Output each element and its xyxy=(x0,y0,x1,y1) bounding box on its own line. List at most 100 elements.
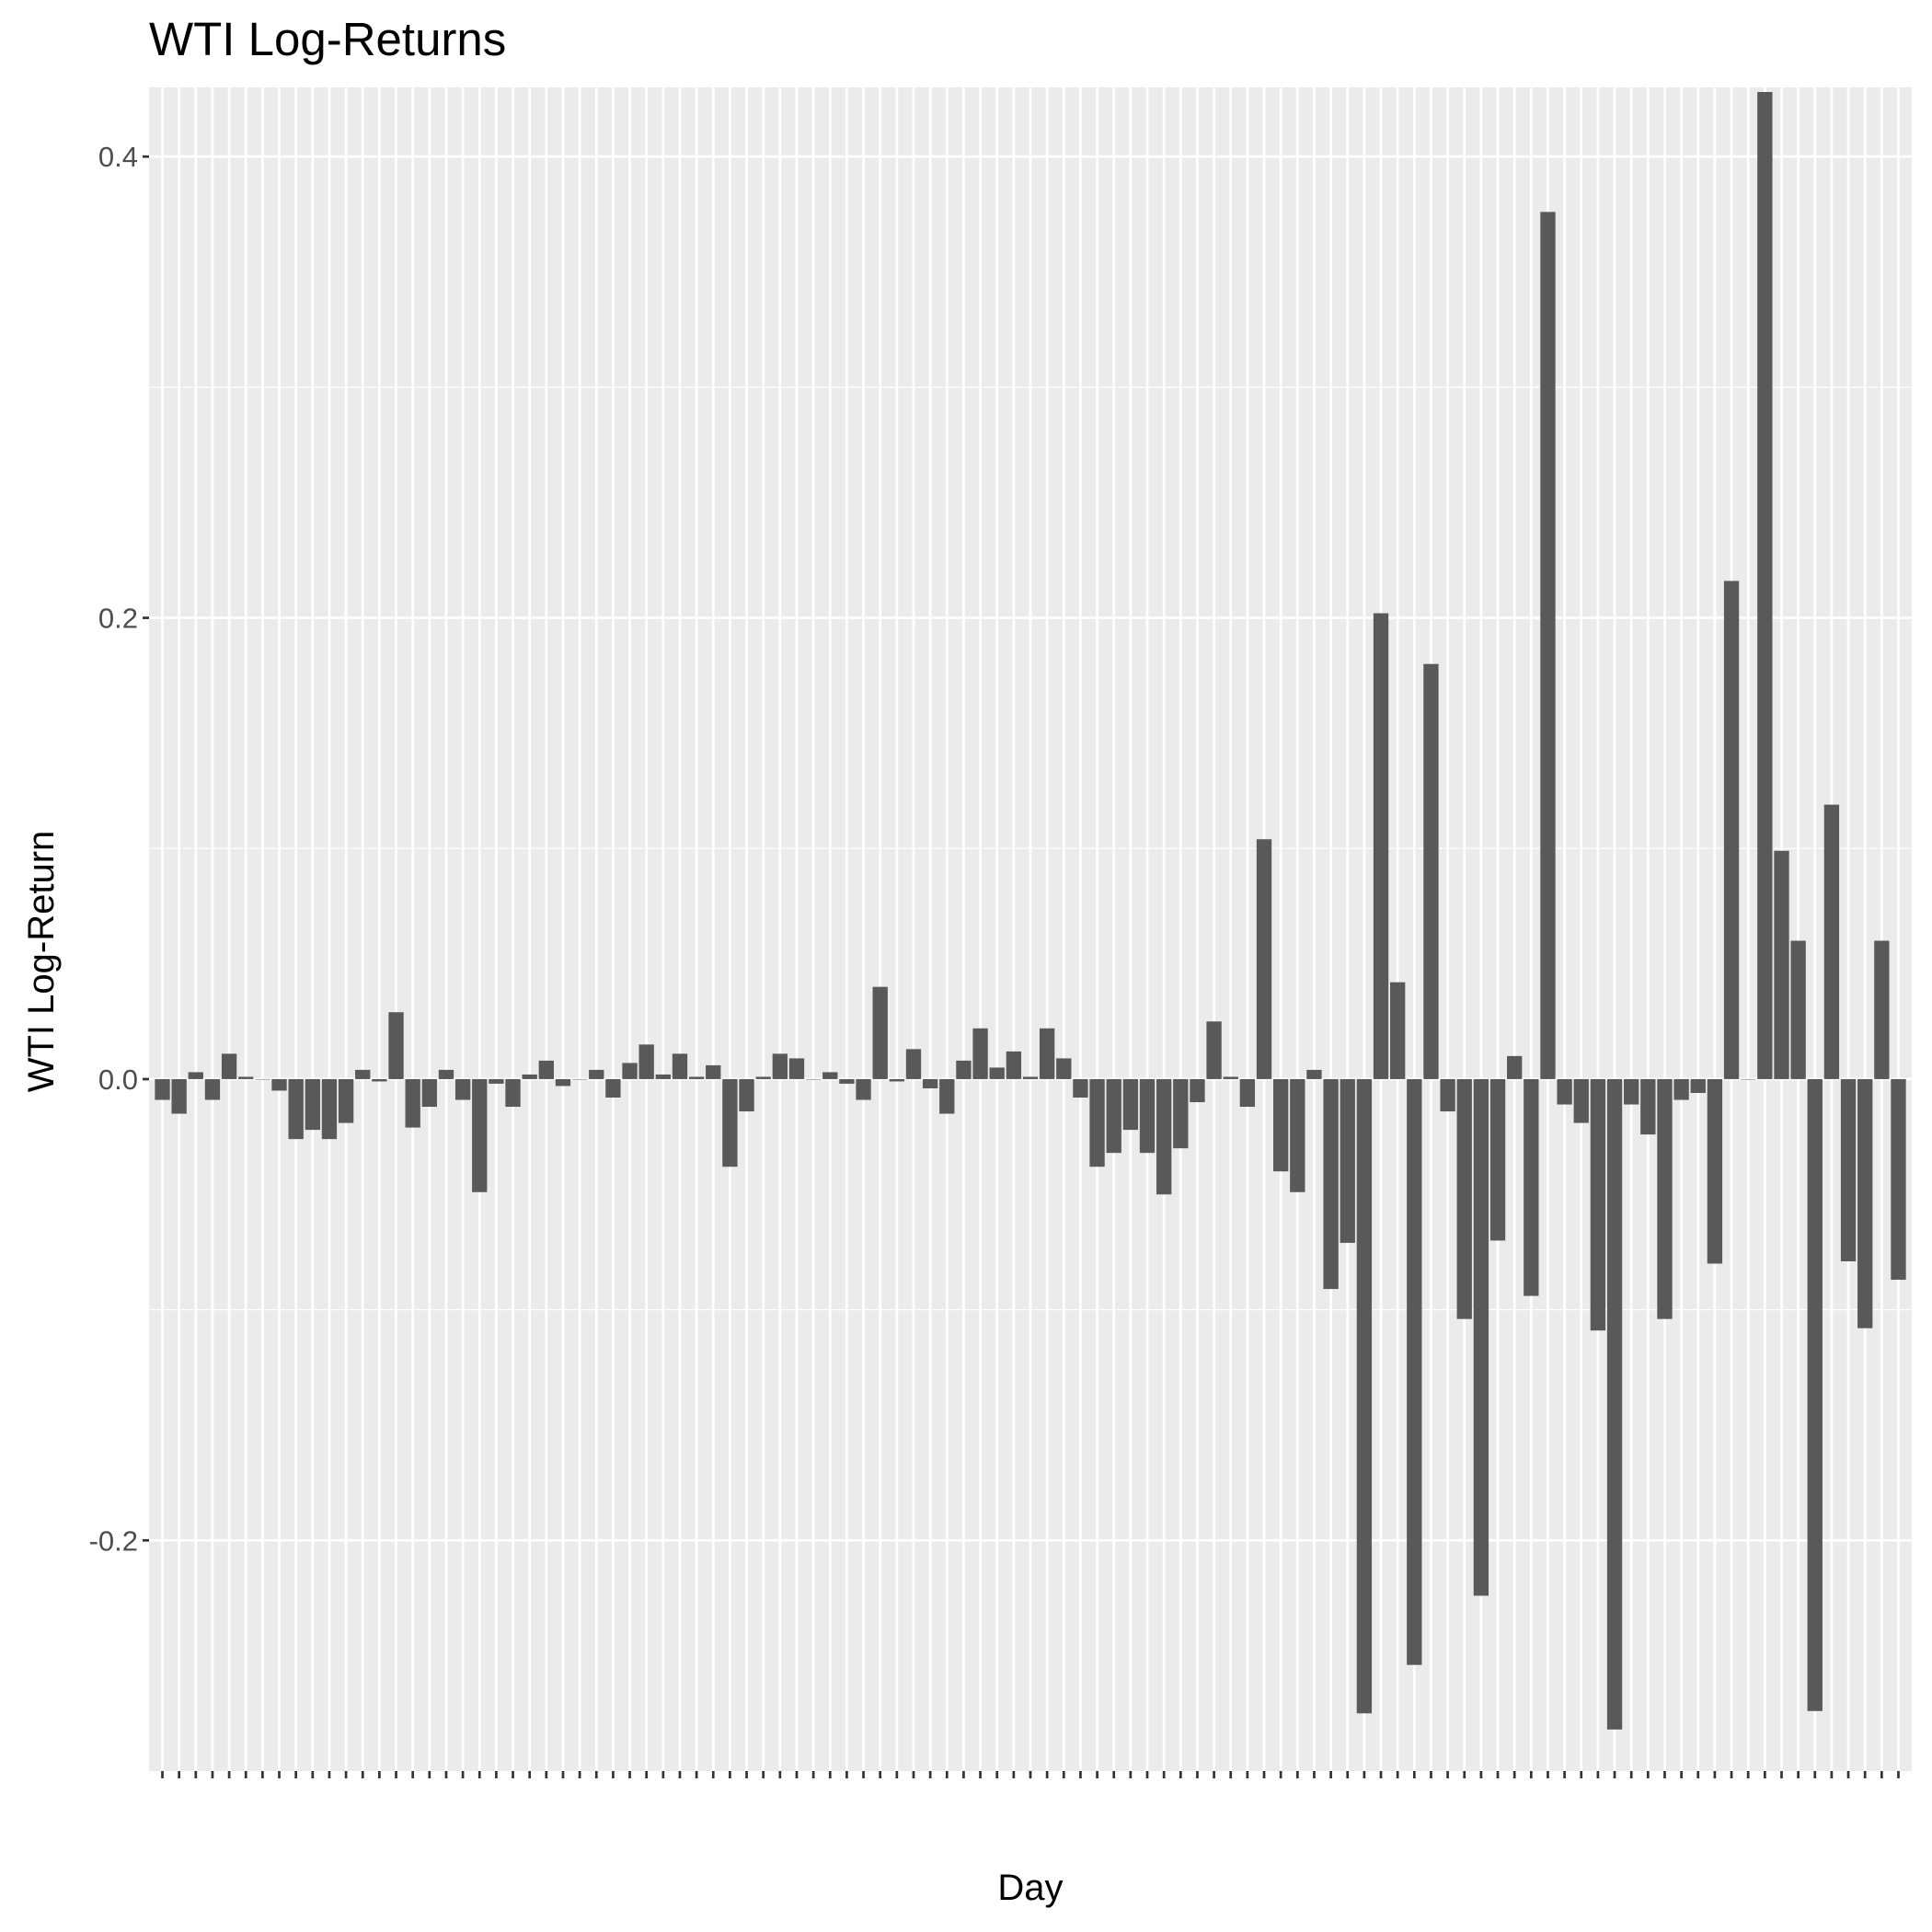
bar xyxy=(438,1069,454,1079)
grid-lines xyxy=(149,87,1912,1771)
bar xyxy=(589,1069,604,1079)
bar xyxy=(338,1078,354,1123)
bar xyxy=(822,1072,838,1079)
bar xyxy=(1073,1078,1088,1098)
bar xyxy=(538,1060,554,1079)
bar xyxy=(238,1076,254,1079)
bar xyxy=(856,1078,871,1100)
bar xyxy=(255,1078,270,1080)
bar xyxy=(1557,1078,1572,1105)
chart-title: WTI Log-Returns xyxy=(149,13,506,65)
y-axis-title: WTI Log-Return xyxy=(21,831,62,1093)
bar xyxy=(1840,1078,1857,1261)
bar xyxy=(1223,1076,1238,1079)
bar xyxy=(706,1064,721,1079)
bar xyxy=(1823,804,1840,1079)
bar xyxy=(739,1078,754,1112)
bar xyxy=(989,1067,1005,1079)
y-tick-label: 0.0 xyxy=(98,1064,138,1096)
bar xyxy=(405,1078,420,1128)
bar xyxy=(421,1078,437,1108)
bar xyxy=(605,1078,621,1098)
bar xyxy=(722,1078,738,1167)
x-axis-title: Day xyxy=(997,1868,1063,1908)
bar xyxy=(1640,1078,1656,1135)
bar xyxy=(889,1078,905,1082)
bar xyxy=(1239,1078,1256,1108)
bar xyxy=(1473,1078,1489,1596)
bar xyxy=(372,1078,387,1082)
bar xyxy=(522,1074,537,1079)
bar xyxy=(1139,1078,1156,1154)
bar xyxy=(155,1078,170,1100)
y-tick-label: -0.2 xyxy=(89,1524,138,1557)
bar xyxy=(1573,1078,1589,1123)
y-tick-label: 0.4 xyxy=(98,141,138,173)
bar xyxy=(1524,1078,1539,1296)
bar xyxy=(872,986,888,1079)
bar xyxy=(1874,940,1890,1079)
bar xyxy=(922,1078,938,1088)
bar xyxy=(1857,1078,1873,1328)
bar xyxy=(1290,1078,1305,1192)
bar xyxy=(672,1053,688,1079)
bar xyxy=(388,1012,404,1079)
bar xyxy=(688,1076,705,1079)
bar xyxy=(1056,1058,1072,1079)
bar xyxy=(1757,92,1773,1079)
bar xyxy=(1039,1028,1055,1079)
y-tick-label: 0.2 xyxy=(98,603,138,635)
bar xyxy=(1323,1078,1339,1290)
bar xyxy=(1807,1078,1823,1711)
bar xyxy=(1373,613,1389,1079)
bar xyxy=(905,1049,922,1079)
bar xyxy=(788,1058,805,1079)
bar xyxy=(1256,839,1272,1079)
bar xyxy=(505,1078,521,1108)
bar xyxy=(1707,1078,1723,1264)
bar xyxy=(1022,1076,1039,1079)
bar xyxy=(1272,1078,1289,1172)
bar xyxy=(1006,1051,1022,1079)
bar xyxy=(1423,663,1439,1079)
bar xyxy=(1156,1078,1172,1195)
bar xyxy=(1122,1078,1139,1131)
bars xyxy=(155,92,1906,1730)
bar xyxy=(271,1078,287,1091)
bar xyxy=(204,1078,221,1100)
bar xyxy=(355,1069,371,1079)
bar xyxy=(1891,1078,1906,1281)
bar xyxy=(1440,1078,1455,1112)
bar xyxy=(489,1078,504,1084)
bar xyxy=(1741,1078,1756,1080)
bar xyxy=(972,1028,988,1079)
bar xyxy=(1624,1078,1639,1105)
bar xyxy=(1340,1078,1355,1243)
bar xyxy=(171,1078,187,1114)
bar xyxy=(1407,1078,1422,1665)
bar xyxy=(321,1078,338,1140)
bar xyxy=(772,1053,788,1079)
bar xyxy=(1456,1078,1472,1319)
bar xyxy=(1089,1078,1105,1167)
bar xyxy=(1540,212,1556,1079)
bar xyxy=(571,1078,588,1080)
bar xyxy=(454,1078,471,1100)
bar xyxy=(1489,1078,1506,1241)
bar xyxy=(638,1044,654,1079)
bar xyxy=(839,1078,855,1084)
bar xyxy=(939,1078,955,1114)
bar xyxy=(1390,982,1406,1079)
bar xyxy=(1206,1021,1222,1079)
bar xyxy=(1356,1078,1373,1714)
bar xyxy=(1690,1078,1706,1093)
bar xyxy=(188,1072,203,1079)
bar xyxy=(288,1078,304,1140)
bar xyxy=(305,1078,320,1131)
bar xyxy=(1657,1078,1673,1319)
bar xyxy=(1606,1078,1623,1730)
x-axis xyxy=(161,1771,1900,1778)
bar xyxy=(1507,1055,1523,1079)
